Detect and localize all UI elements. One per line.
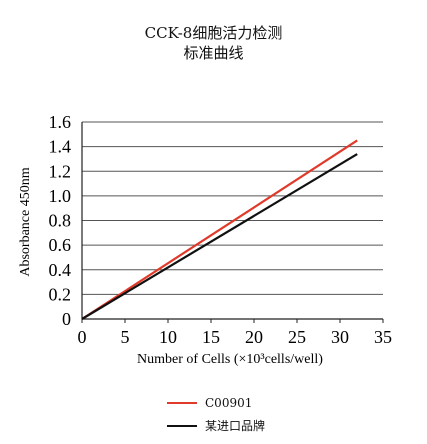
x-tick-label-3: 15	[202, 327, 220, 347]
y-tick-label-2: 0.4	[49, 260, 72, 280]
y-tick-label-6: 1.2	[49, 161, 72, 181]
y-tick-label-4: 0.8	[49, 211, 72, 231]
legend-item-c00901: C00901	[167, 396, 252, 410]
y-tick-label-7: 1.4	[49, 137, 72, 157]
x-tick-label-5: 25	[288, 327, 306, 347]
x-tick-label-4: 20	[245, 327, 263, 347]
y-tick-label-8: 1.6	[49, 112, 72, 132]
y-tick-label-0: 0	[62, 309, 71, 329]
x-tick-label-1: 5	[121, 327, 130, 347]
legend-label-import-brand: 某进口品牌	[205, 419, 266, 433]
x-tick-label-0: 0	[78, 327, 87, 347]
series-lines	[81, 139, 358, 320]
series-line-1	[81, 153, 358, 320]
x-axis-label: Number of Cells (×10³cells/well)	[137, 352, 323, 367]
x-tick-label-7: 35	[374, 327, 392, 347]
axes	[81, 122, 384, 323]
tick-labels: 0 0.2 0.4 0.6 0.8 1.0 1.2 1.4 1.6 0 5 10 15 20 25 30 35	[49, 112, 393, 347]
y-tick-label-3: 0.6	[49, 235, 72, 255]
legend-label-c00901: C00901	[205, 396, 253, 410]
chart-title: CCK-8细胞活力检测	[144, 24, 283, 42]
chart-subtitle: 标准曲线	[183, 44, 244, 62]
y-tick-label-1: 0.2	[49, 284, 72, 304]
series-line-0	[81, 139, 358, 320]
y-tick-label-5: 1.0	[49, 186, 72, 206]
grid-lines	[82, 121, 383, 295]
legend-swatch-c00901	[167, 402, 197, 404]
legend-item-import-brand: 某进口品牌	[167, 417, 265, 434]
x-tick-label-2: 10	[159, 327, 177, 347]
legend-swatch-import-brand	[167, 424, 197, 427]
x-tick-label-6: 30	[331, 327, 349, 347]
y-axis-label: Absorbance 450nm	[18, 167, 33, 276]
